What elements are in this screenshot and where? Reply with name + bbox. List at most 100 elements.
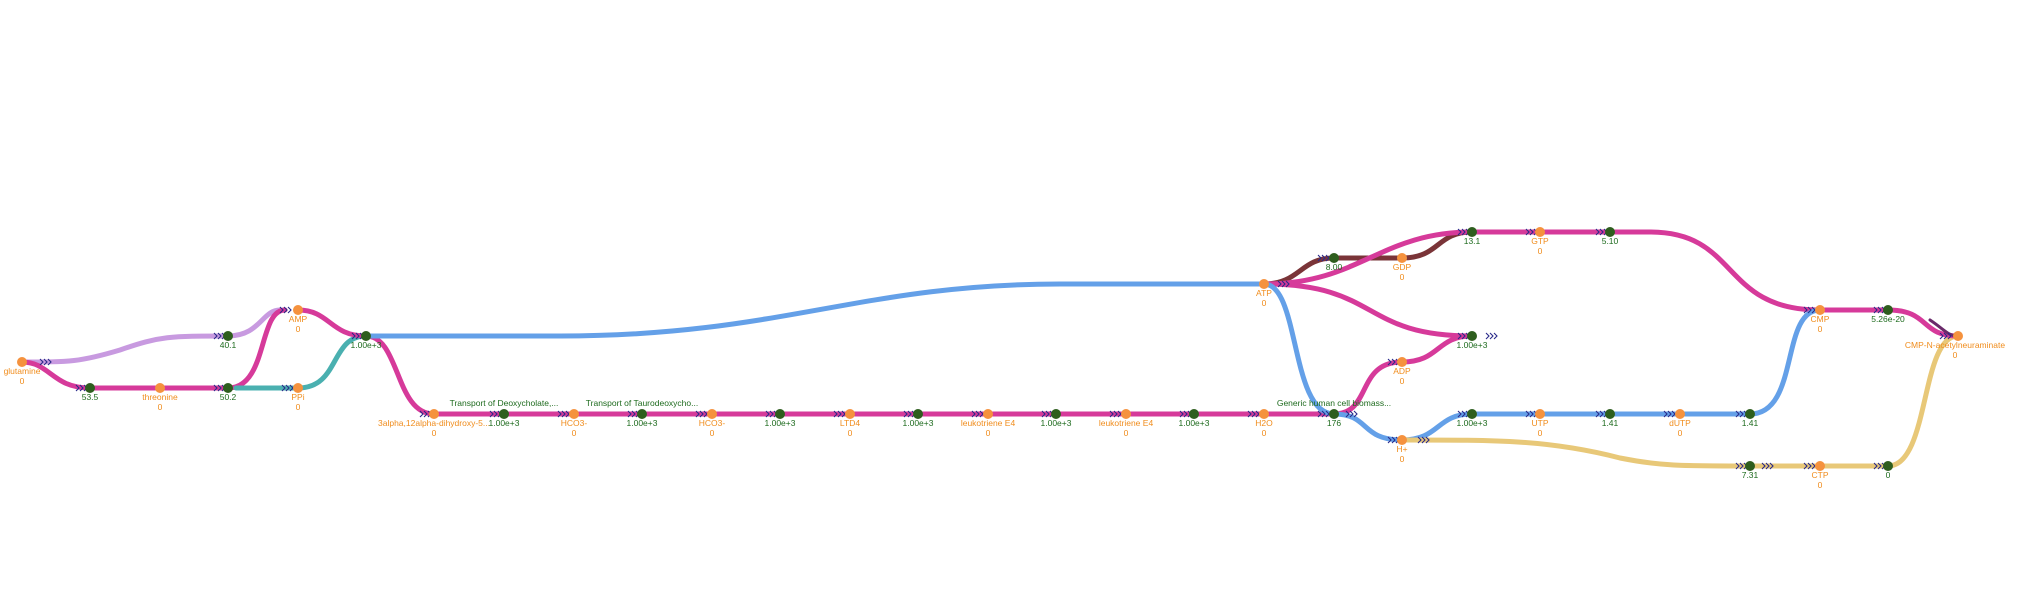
reaction-node[interactable]: [1189, 409, 1199, 419]
metabolite-node[interactable]: [1259, 279, 1269, 289]
reaction-node[interactable]: [1329, 409, 1339, 419]
link-gold: [1399, 437, 1753, 469]
metabolite-node[interactable]: [429, 409, 439, 419]
metabolite-label: AMP: [289, 314, 308, 324]
flow-chevron: [1529, 228, 1534, 236]
reaction-flux-label: 5.10: [1602, 236, 1619, 246]
flow-chevron: [1109, 410, 1114, 418]
metabolite-value: 0: [1400, 272, 1405, 282]
flow-chevron: [695, 410, 700, 418]
flow-chevron: [1595, 228, 1600, 236]
flow-chevron: [1321, 410, 1326, 418]
flow-chevron: [1599, 228, 1604, 236]
metabolite-node[interactable]: [1535, 409, 1545, 419]
flow-chevron: [39, 358, 44, 366]
flow-chevron: [1425, 436, 1430, 444]
reaction-flux-label: 1.41: [1742, 418, 1759, 428]
flow-chevron: [975, 410, 980, 418]
metabolite-node[interactable]: [1535, 227, 1545, 237]
metabolite-node[interactable]: [983, 409, 993, 419]
metabolite-node[interactable]: [845, 409, 855, 419]
flow-chevron: [287, 306, 292, 314]
reaction-node[interactable]: [775, 409, 785, 419]
flow-chevron: [1761, 462, 1766, 470]
link-magenta: [1885, 307, 1961, 339]
flow-chevron: [1599, 410, 1604, 418]
flow-chevron: [1247, 410, 1252, 418]
reaction-node[interactable]: [1605, 409, 1615, 419]
metabolite-value: 0: [1262, 298, 1267, 308]
reaction-node[interactable]: [1883, 461, 1893, 471]
reaction-flux-label: 1.00e+3: [351, 340, 382, 350]
reaction-flux-label: 1.00e+3: [765, 418, 796, 428]
flow-chevron: [43, 358, 48, 366]
metabolite-value: 0: [1400, 376, 1405, 386]
flow-chevron: [1277, 280, 1282, 288]
reaction-node[interactable]: [499, 409, 509, 419]
reaction-node[interactable]: [1745, 409, 1755, 419]
metabolite-node[interactable]: [1259, 409, 1269, 419]
metabolite-node[interactable]: [1397, 253, 1407, 263]
reaction-node[interactable]: [223, 331, 233, 341]
flow-chevron: [765, 410, 770, 418]
metabolite-label: CMP-N-acetylneuraminate: [1905, 340, 2005, 350]
flow-chevron: [285, 384, 290, 392]
metabolite-node[interactable]: [17, 357, 27, 367]
flux-arrows: [39, 228, 1952, 470]
metabolite-label: HCO3-: [699, 418, 726, 428]
flow-chevron: [1387, 436, 1392, 444]
flow-chevron: [493, 410, 498, 418]
reaction-node[interactable]: [1745, 461, 1755, 471]
metabolite-label: threonine: [142, 392, 178, 402]
metabolite-node[interactable]: [1397, 435, 1407, 445]
metabolite-value: 0: [848, 428, 853, 438]
metabolite-node[interactable]: [293, 383, 303, 393]
link-magenta: [19, 359, 93, 391]
metabolite-value: 0: [1538, 246, 1543, 256]
reaction-node[interactable]: [85, 383, 95, 393]
link-lavender: [225, 307, 283, 339]
metabolite-node[interactable]: [1121, 409, 1131, 419]
reaction-node[interactable]: [223, 383, 233, 393]
reaction-flux-label: 1.00e+3: [903, 418, 934, 428]
reaction-flux-label: 8.00: [1326, 262, 1343, 272]
metabolite-value: 0: [158, 402, 163, 412]
reaction-flux-label: 53.5: [82, 392, 99, 402]
reaction-node[interactable]: [913, 409, 923, 419]
metabolite-node[interactable]: [1953, 331, 1963, 341]
metabolite-node[interactable]: [1815, 461, 1825, 471]
flow-chevron: [419, 410, 424, 418]
metabolite-node[interactable]: [707, 409, 717, 419]
link-blue: [1261, 281, 1405, 443]
flow-chevron: [79, 384, 84, 392]
metabolite-node[interactable]: [293, 305, 303, 315]
metabolite-value: 0: [572, 428, 577, 438]
reaction-node[interactable]: [361, 331, 371, 341]
link-blue: [1399, 411, 1753, 443]
reaction-node[interactable]: [1467, 227, 1477, 237]
flow-chevron: [1735, 462, 1740, 470]
reaction-node[interactable]: [1605, 227, 1615, 237]
metabolite-node[interactable]: [1397, 357, 1407, 367]
reaction-node[interactable]: [1467, 331, 1477, 341]
reaction-node[interactable]: [1883, 305, 1893, 315]
flux-links: [19, 229, 1961, 469]
flow-chevron: [1317, 254, 1322, 262]
metabolite-node[interactable]: [1675, 409, 1685, 419]
metabolite-node[interactable]: [1815, 305, 1825, 315]
reaction-node[interactable]: [1329, 253, 1339, 263]
metabolite-nodes: [17, 227, 1963, 471]
metabolite-node[interactable]: [155, 383, 165, 393]
metabolite-label: leukotriene E4: [961, 418, 1016, 428]
reaction-flux-label: 1.00e+3: [1041, 418, 1072, 428]
flow-chevron: [1461, 228, 1466, 236]
reaction-flux-label: 176: [1327, 418, 1341, 428]
flow-chevron: [1803, 462, 1808, 470]
reaction-node[interactable]: [637, 409, 647, 419]
flow-chevron: [1041, 410, 1046, 418]
metabolite-value: 0: [1818, 480, 1823, 490]
flow-chevron: [217, 332, 222, 340]
reaction-node[interactable]: [1467, 409, 1477, 419]
metabolite-node[interactable]: [569, 409, 579, 419]
reaction-node[interactable]: [1051, 409, 1061, 419]
